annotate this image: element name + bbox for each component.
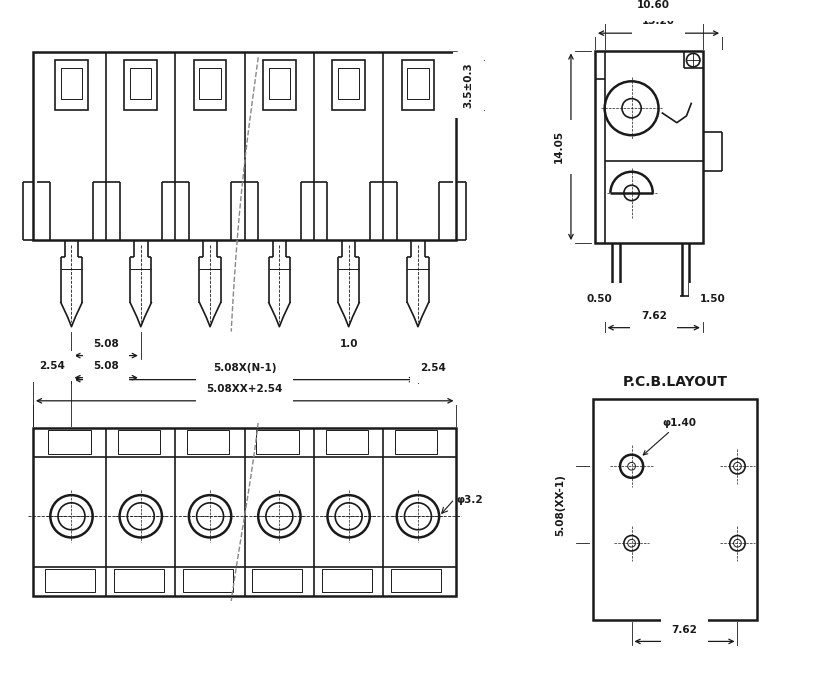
Text: 1.0: 1.0 <box>339 339 358 349</box>
Bar <box>263 60 296 110</box>
Bar <box>326 430 368 454</box>
Bar <box>269 68 290 99</box>
Bar <box>257 430 298 454</box>
Bar <box>48 430 91 454</box>
Text: 7.62: 7.62 <box>671 624 697 635</box>
Bar <box>33 428 456 596</box>
Text: 5.08: 5.08 <box>93 361 119 371</box>
Text: 5.08X(N-1): 5.08X(N-1) <box>213 363 277 373</box>
Bar <box>391 569 441 592</box>
Bar <box>407 68 428 99</box>
Text: 3.5±0.3: 3.5±0.3 <box>464 62 474 108</box>
Text: P.C.B.LAYOUT: P.C.B.LAYOUT <box>622 374 727 388</box>
Bar <box>114 569 164 592</box>
Bar <box>194 60 227 110</box>
Bar <box>61 68 82 99</box>
Bar <box>595 50 703 243</box>
Bar <box>55 60 87 110</box>
Bar <box>322 569 372 592</box>
Bar <box>338 68 359 99</box>
Bar <box>130 68 152 99</box>
Text: 5.08XX+2.54: 5.08XX+2.54 <box>207 384 283 394</box>
Text: 7.62: 7.62 <box>641 311 666 321</box>
Bar <box>187 430 229 454</box>
Bar <box>199 68 221 99</box>
Bar <box>593 399 756 620</box>
Text: 13.20: 13.20 <box>642 16 675 27</box>
Bar <box>395 430 437 454</box>
Text: 14.05: 14.05 <box>554 130 564 163</box>
Bar <box>44 569 95 592</box>
Text: φ3.2: φ3.2 <box>456 495 483 505</box>
Text: 2.54: 2.54 <box>421 363 446 373</box>
Text: 5.08: 5.08 <box>93 339 119 349</box>
Bar <box>183 569 233 592</box>
Text: 5.08(XX-1): 5.08(XX-1) <box>555 474 565 536</box>
Bar <box>124 60 157 110</box>
Bar <box>332 60 365 110</box>
Text: 2.54: 2.54 <box>39 361 65 371</box>
Bar <box>402 60 434 110</box>
Bar <box>117 430 160 454</box>
Bar <box>33 52 456 240</box>
Text: 1.50: 1.50 <box>700 293 726 304</box>
Text: 10.60: 10.60 <box>637 0 671 10</box>
Text: φ1.40: φ1.40 <box>643 418 696 455</box>
Text: 0.50: 0.50 <box>587 293 613 304</box>
Bar <box>252 569 302 592</box>
